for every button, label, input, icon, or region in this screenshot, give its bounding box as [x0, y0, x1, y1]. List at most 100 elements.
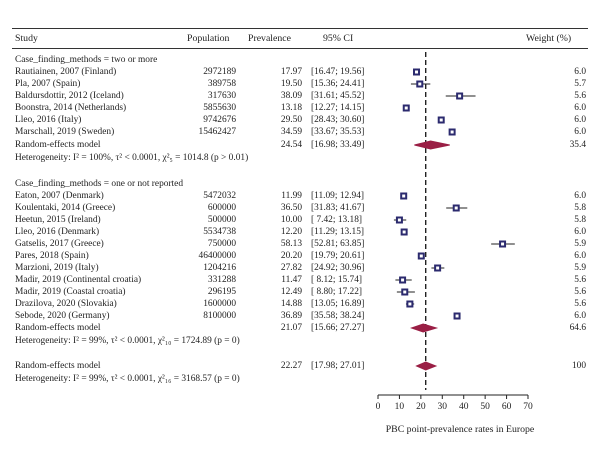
prevalence-value: 10.00 — [280, 215, 302, 225]
heterogeneity-text: Heterogeneity: I² = 99%, τ² < 0.0001, χ²… — [15, 336, 240, 346]
weight-value: 5.8 — [574, 215, 586, 225]
prevalence-value: 36.50 — [280, 203, 302, 213]
study-name: Madir, 2019 (Continental croatia) — [15, 275, 142, 285]
study-name: Pares, 2018 (Spain) — [15, 251, 89, 261]
overall-prevalence: 22.27 — [280, 361, 302, 371]
population-value: 1204216 — [203, 263, 236, 273]
prevalence-value: 13.18 — [280, 103, 302, 113]
estimate-center — [418, 82, 422, 86]
population-value: 317630 — [207, 91, 236, 101]
prevalence-value: 11.99 — [281, 191, 302, 201]
prevalence-value: 36.89 — [280, 311, 302, 321]
overall-weight: 100 — [571, 361, 586, 371]
population-value: 2972189 — [203, 67, 236, 77]
x-tick-label: 10 — [395, 402, 405, 412]
study-name: Sebode, 2020 (Germany) — [15, 311, 110, 321]
prevalence-value: 12.20 — [280, 227, 302, 237]
estimate-center — [404, 106, 408, 110]
prevalence-value: 14.88 — [280, 299, 302, 309]
estimate-center — [436, 266, 440, 270]
study-name: Koulentaki, 2014 (Greece) — [15, 203, 116, 213]
ci-value: [12.27; 14.15] — [311, 103, 365, 113]
population-value: 46400000 — [198, 251, 237, 261]
population-value: 15462427 — [198, 127, 237, 137]
study-name: Boonstra, 2014 (Netherlands) — [15, 103, 127, 113]
pooled-prevalence: 24.54 — [280, 140, 302, 150]
population-value: 389758 — [207, 79, 236, 89]
estimate-center — [439, 118, 443, 122]
prevalence-value: 34.59 — [280, 127, 302, 137]
ci-value: [ 8.80; 17.22] — [311, 287, 363, 297]
ci-value: [33.67; 35.53] — [311, 127, 365, 137]
study-name: Marschall, 2019 (Sweden) — [15, 127, 115, 137]
study-name: Madir, 2019 (Coastal croatia) — [15, 287, 126, 297]
pooled-label: Random-effects model — [15, 323, 101, 333]
ci-value: [31.83; 41.67] — [311, 203, 365, 213]
weight-value: 5.6 — [574, 275, 586, 285]
x-tick-label: 50 — [480, 402, 490, 412]
prevalence-value: 19.50 — [280, 79, 302, 89]
study-name: Lleo, 2016 (Denmark) — [15, 227, 100, 237]
weight-value: 6.0 — [574, 67, 586, 77]
ci-value: [19.79; 20.61] — [311, 251, 365, 261]
estimate-center — [402, 230, 406, 234]
estimate-center — [415, 70, 419, 74]
overall-heterogeneity: Heterogeneity: I² = 99%, τ² < 0.0001, χ²… — [15, 374, 240, 384]
pooled-weight: 64.6 — [569, 323, 586, 333]
x-tick-label: 20 — [416, 402, 426, 412]
prevalence-value: 11.47 — [281, 275, 302, 285]
estimate-center — [403, 290, 407, 294]
ci-value: [11.29; 13.15] — [311, 227, 365, 237]
weight-value: 6.0 — [574, 103, 586, 113]
ci-value: [24.92; 30.96] — [311, 263, 365, 273]
ci-value: [31.61; 45.52] — [311, 91, 365, 101]
header-weight: Weight (%) — [526, 33, 572, 44]
weight-value: 6.0 — [574, 127, 586, 137]
population-value: 5472032 — [203, 191, 236, 201]
study-name: Heetun, 2015 (Ireland) — [15, 215, 101, 225]
x-tick-label: 40 — [459, 402, 469, 412]
overall-ci: [17.98; 27.01] — [311, 361, 365, 371]
prevalence-value: 17.97 — [280, 67, 302, 77]
ci-value: [ 8.12; 15.74] — [311, 275, 363, 285]
population-value: 750000 — [207, 239, 236, 249]
weight-value: 5.6 — [574, 299, 586, 309]
study-name: Marzioni, 2019 (Italy) — [15, 263, 99, 273]
weight-value: 6.0 — [574, 115, 586, 125]
prevalence-value: 20.20 — [280, 251, 302, 261]
overall-diamond — [415, 361, 438, 371]
population-value: 331288 — [207, 275, 236, 285]
weight-value: 6.0 — [574, 227, 586, 237]
study-name: Drazilova, 2020 (Slovakia) — [15, 299, 117, 309]
estimate-center — [408, 302, 412, 306]
population-value: 9742676 — [203, 115, 236, 125]
estimate-center — [401, 278, 405, 282]
estimate-center — [402, 194, 406, 198]
population-value: 600000 — [207, 203, 236, 213]
weight-value: 5.9 — [574, 263, 586, 273]
population-value: 296195 — [207, 287, 236, 297]
header-prevalence: Prevalence — [248, 33, 291, 44]
ci-value: [28.43; 30.60] — [311, 115, 365, 125]
pooled-diamond — [410, 323, 439, 333]
ci-value: [52.81; 63.85] — [311, 239, 365, 249]
x-tick-label: 70 — [523, 402, 533, 412]
ci-value: [ 7.42; 13.18] — [311, 215, 363, 225]
population-value: 5534738 — [203, 227, 236, 237]
weight-value: 5.8 — [574, 203, 586, 213]
estimate-center — [397, 218, 401, 222]
ci-value: [16.47; 19.56] — [311, 67, 365, 77]
study-name: Eaton, 2007 (Denmark) — [15, 191, 104, 201]
study-name: Gatselis, 2017 (Greece) — [15, 239, 104, 249]
x-tick-label: 0 — [376, 402, 381, 412]
weight-value: 5.6 — [574, 91, 586, 101]
x-tick-label: 60 — [502, 402, 512, 412]
x-tick-label: 30 — [438, 402, 448, 412]
study-name: Pla, 2007 (Spain) — [15, 79, 81, 89]
estimate-center — [419, 254, 423, 258]
ci-value: [13.05; 16.89] — [311, 299, 365, 309]
header-ci: 95% CI — [323, 33, 354, 44]
pooled-label: Random-effects model — [15, 140, 101, 150]
ci-value: [11.09; 12.94] — [311, 191, 365, 201]
